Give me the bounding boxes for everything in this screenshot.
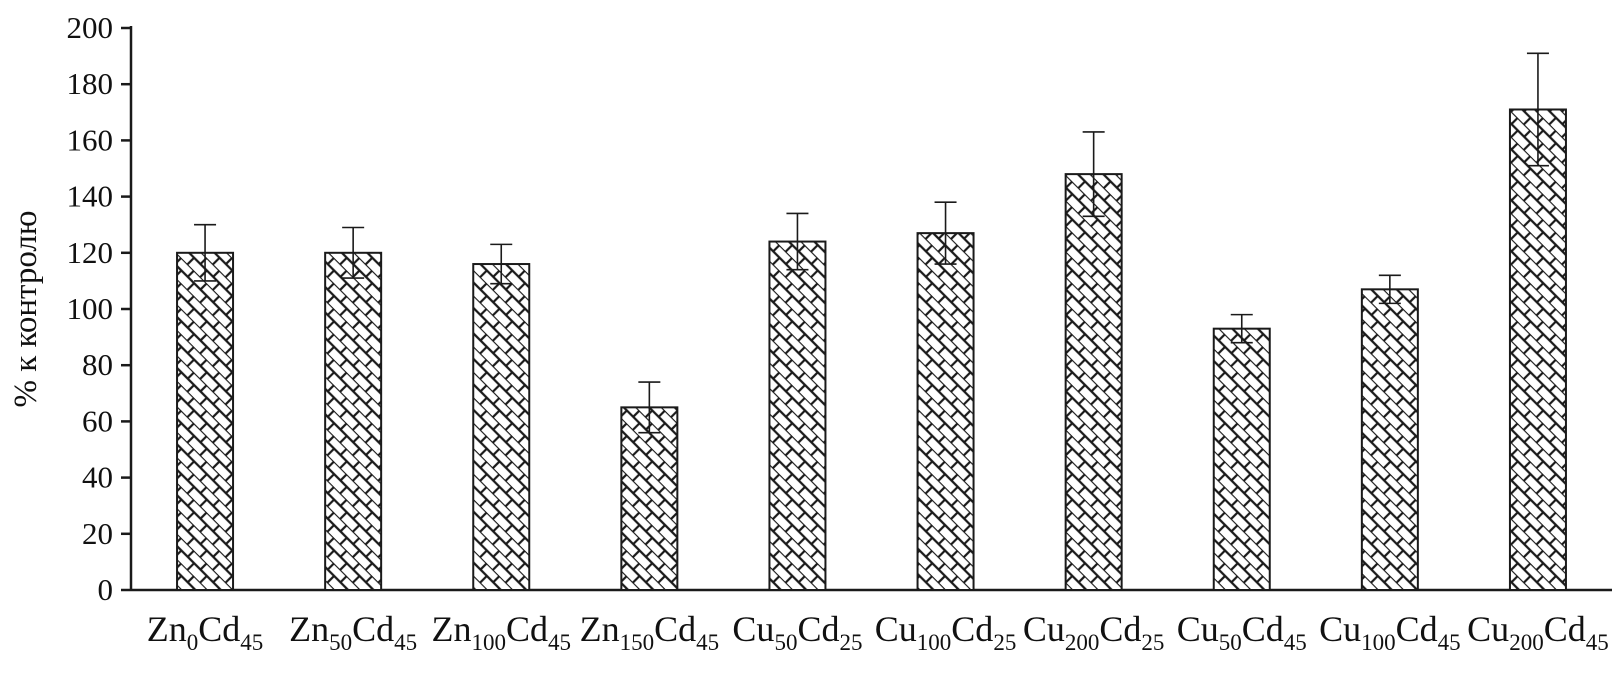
bar	[1508, 108, 1567, 592]
bar	[176, 251, 235, 592]
x-category-label: Zn50Cd45	[289, 609, 417, 655]
x-category-label: Cu100Cd25	[875, 609, 1017, 655]
y-tick-label: 0	[98, 572, 114, 607]
y-axis-label: % к контролю	[8, 210, 44, 407]
bar	[916, 232, 975, 591]
x-category-label: Zn0Cd45	[147, 609, 264, 655]
x-category-label: Cu200Cd25	[1023, 609, 1165, 655]
y-tick-label: 160	[67, 122, 114, 157]
bar	[620, 406, 679, 591]
y-tick-label: 200	[67, 10, 114, 45]
bar	[1360, 288, 1419, 591]
bar	[1064, 173, 1123, 591]
x-category-label: Cu50Cd25	[732, 609, 862, 655]
bar	[472, 263, 531, 591]
bar	[324, 251, 383, 592]
x-category-label: Cu100Cd45	[1319, 609, 1461, 655]
y-tick-label: 100	[67, 291, 114, 326]
y-tick-label: 120	[67, 235, 114, 270]
bar	[768, 240, 827, 591]
bar	[1212, 327, 1271, 591]
y-tick-label: 20	[82, 516, 113, 551]
y-tick-label: 140	[67, 179, 114, 214]
x-category-label: Zn100Cd45	[431, 609, 571, 655]
y-tick-label: 80	[82, 347, 113, 382]
y-tick-label: 60	[82, 403, 113, 438]
x-category-label: Cu50Cd45	[1177, 609, 1307, 655]
y-tick-label: 40	[82, 460, 113, 495]
x-category-label: Zn150Cd45	[580, 609, 720, 655]
x-category-label: Cu200Cd45	[1467, 609, 1609, 655]
y-tick-label: 180	[67, 66, 114, 101]
